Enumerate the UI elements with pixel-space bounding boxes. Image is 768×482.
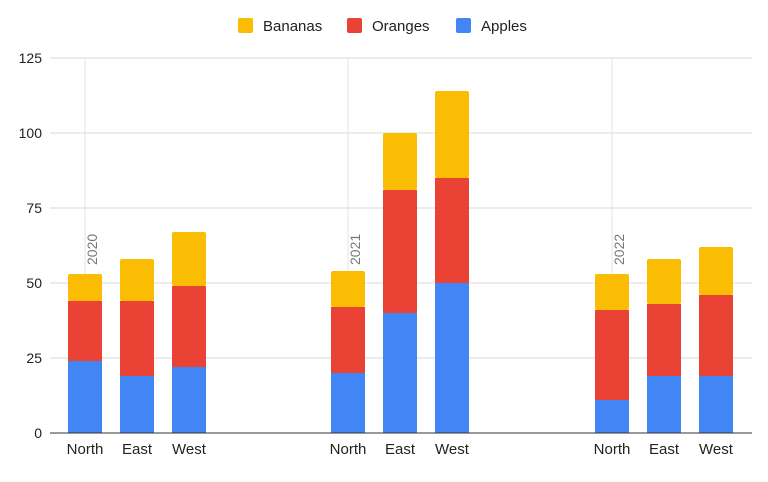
bar-bananas-2022-north [595, 274, 629, 310]
bar-apples-2020-west [172, 367, 206, 433]
bar-apples-2020-north [68, 361, 102, 433]
bar-apples-2021-north [331, 373, 365, 433]
bar-apples-2022-east [647, 376, 681, 433]
legend-swatch-oranges [347, 18, 362, 33]
bar-oranges-2020-east [120, 301, 154, 376]
y-tick-label: 75 [26, 200, 42, 216]
bar-apples-2021-east [383, 313, 417, 433]
legend-swatch-apples [456, 18, 471, 33]
bar-oranges-2020-north [68, 301, 102, 361]
y-tick-label: 25 [26, 350, 42, 366]
x-tick-label: West [172, 441, 207, 458]
bar-bananas-2021-east [383, 133, 417, 190]
bar-oranges-2022-west [699, 295, 733, 376]
x-tick-label: East [122, 441, 153, 458]
bar-oranges-2021-west [435, 178, 469, 283]
bar-apples-2021-west [435, 283, 469, 433]
x-tick-label: West [699, 441, 734, 458]
bar-bananas-2022-east [647, 259, 681, 304]
bar-apples-2022-north [595, 400, 629, 433]
legend-label-oranges: Oranges [372, 18, 430, 35]
bar-bananas-2021-north [331, 271, 365, 307]
bar-oranges-2022-east [647, 304, 681, 376]
bar-bananas-2020-north [68, 274, 102, 301]
x-tick-label: North [330, 441, 367, 458]
bar-bananas-2020-west [172, 232, 206, 286]
bar-oranges-2020-west [172, 286, 206, 367]
y-tick-label: 100 [19, 125, 43, 141]
bar-apples-2022-west [699, 376, 733, 433]
x-tick-label: East [649, 441, 680, 458]
group-label-2020: 2020 [84, 234, 100, 265]
x-tick-label: North [67, 441, 104, 458]
legend-swatch-bananas [238, 18, 253, 33]
y-tick-label: 125 [19, 50, 43, 66]
x-tick-label: West [435, 441, 470, 458]
x-tick-label: North [594, 441, 631, 458]
legend-label-bananas: Bananas [263, 18, 322, 35]
y-tick-label: 0 [34, 425, 42, 441]
group-label-2022: 2022 [611, 234, 627, 265]
bar-oranges-2021-north [331, 307, 365, 373]
y-tick-label: 50 [26, 275, 42, 291]
group-label-2021: 2021 [347, 234, 363, 265]
bar-bananas-2021-west [435, 91, 469, 178]
bar-oranges-2022-north [595, 310, 629, 400]
bar-bananas-2022-west [699, 247, 733, 295]
x-tick-label: East [385, 441, 416, 458]
bar-oranges-2021-east [383, 190, 417, 313]
legend-label-apples: Apples [481, 18, 527, 35]
bar-bananas-2020-east [120, 259, 154, 301]
bar-apples-2020-east [120, 376, 154, 433]
